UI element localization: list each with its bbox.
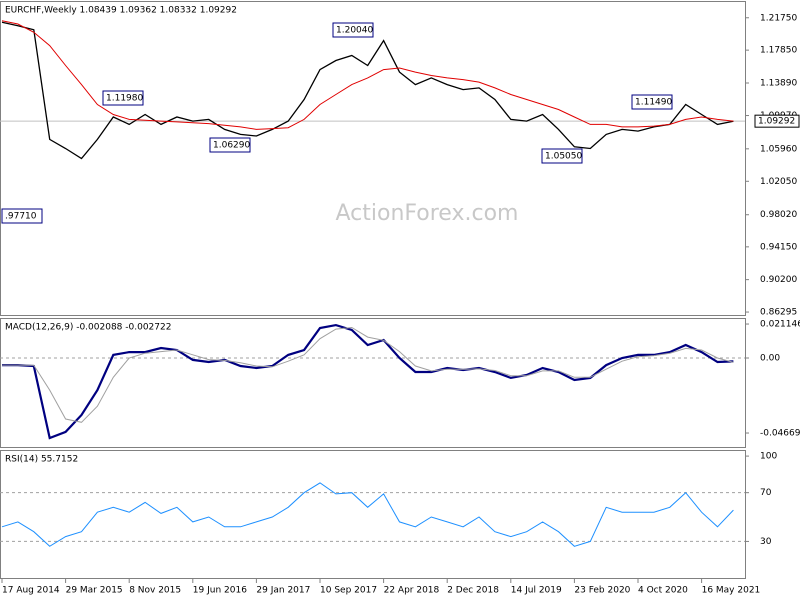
last-price-box xyxy=(754,114,800,128)
y-tick-label: 100 xyxy=(760,452,777,462)
panel-frame xyxy=(0,318,746,448)
x-tick-label: 16 May 2021 xyxy=(702,586,761,596)
panel-title: RSI(14) 55.7152 xyxy=(5,455,78,465)
annotation: .97710 xyxy=(5,212,37,222)
y-tick-label: 0.94150 xyxy=(760,242,797,252)
annotation: 1.11490 xyxy=(635,98,672,108)
annotation: 1.06290 xyxy=(213,141,250,151)
x-tick-label: 22 Apr 2018 xyxy=(384,586,440,596)
series-line xyxy=(1,482,734,547)
x-tick-label: 19 Jun 2016 xyxy=(193,586,247,596)
series-line xyxy=(2,326,734,423)
panel-title: MACD(12,26,9) -0.002088 -0.002722 xyxy=(5,323,171,333)
x-tick-label: 23 Feb 2020 xyxy=(574,586,630,596)
y-tick-label: 30 xyxy=(760,537,772,547)
y-tick-label: 1.17850 xyxy=(760,46,797,56)
x-tick-label: 10 Sep 2017 xyxy=(320,586,377,596)
annotation-box xyxy=(631,94,673,110)
panel-title: EURCHF,Weekly 1.08439 1.09362 1.08332 1.… xyxy=(5,6,237,16)
y-tick-label: 0.90200 xyxy=(760,275,797,285)
x-tick-label: 17 Aug 2014 xyxy=(2,586,60,596)
annotation: 1.20040 xyxy=(336,26,373,36)
y-tick-label: 1.13890 xyxy=(760,79,797,89)
series-line xyxy=(1,21,734,160)
y-tick-label: 1.05960 xyxy=(760,144,797,154)
annotation-box xyxy=(541,148,583,164)
y-tick-label: 0.86295 xyxy=(760,308,797,318)
y-tick-label: 1.02050 xyxy=(760,177,797,187)
annotation: 1.11980 xyxy=(106,94,143,104)
x-tick-label: 8 Nov 2015 xyxy=(129,586,181,596)
x-tick-label: 2 Dec 2018 xyxy=(447,586,499,596)
y-tick-label: 0.00 xyxy=(760,354,780,364)
series-line xyxy=(2,323,734,440)
annotation: 1.05050 xyxy=(545,152,582,162)
panel-frame xyxy=(0,1,746,316)
watermark: ActionForex.com xyxy=(336,201,519,226)
panel-frame xyxy=(0,450,746,579)
series-line xyxy=(1,20,734,130)
x-tick-label: 4 Oct 2020 xyxy=(638,586,688,596)
annotation-box xyxy=(332,22,374,38)
y-tick-label: -0.046699 xyxy=(760,429,800,439)
annotation-box xyxy=(102,90,144,106)
y-tick-label: 1.21750 xyxy=(760,13,797,23)
x-tick-label: 14 Jul 2019 xyxy=(511,586,562,596)
last-price-label: 1.09292 xyxy=(758,117,795,127)
y-tick-label: 0.021146 xyxy=(760,320,800,330)
annotation-box xyxy=(1,208,43,224)
y-tick-label: 0.98020 xyxy=(760,210,797,220)
x-tick-label: 29 Mar 2015 xyxy=(66,586,123,596)
x-tick-label: 29 Jan 2017 xyxy=(256,586,310,596)
annotation-box xyxy=(209,137,251,153)
y-tick-label: 70 xyxy=(760,488,772,498)
